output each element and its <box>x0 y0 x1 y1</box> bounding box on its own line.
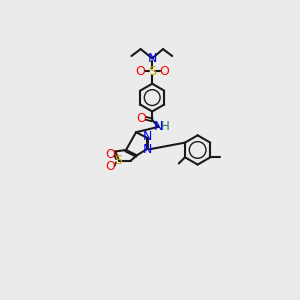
Text: O: O <box>105 148 115 161</box>
Text: N: N <box>143 130 152 142</box>
Text: O: O <box>135 65 145 78</box>
Text: N: N <box>154 120 163 134</box>
Text: O: O <box>160 65 170 78</box>
Text: O: O <box>136 112 146 125</box>
Text: H: H <box>161 120 170 134</box>
Text: N: N <box>143 143 152 157</box>
Text: S: S <box>114 154 122 167</box>
Text: S: S <box>148 65 156 78</box>
Text: O: O <box>105 160 115 173</box>
Text: N: N <box>148 52 157 65</box>
